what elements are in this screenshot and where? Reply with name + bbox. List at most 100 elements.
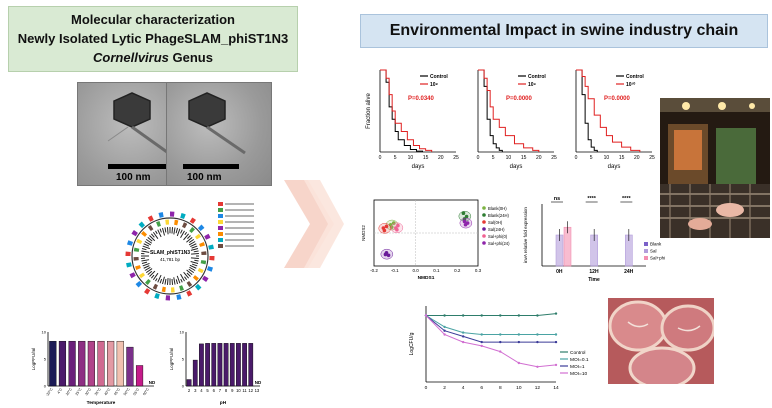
expr-xlabel: Time [588, 277, 600, 283]
survival-ylabel: Fraction alive [366, 93, 372, 129]
bar [126, 346, 134, 387]
cfu-x-tick: 2 [443, 385, 446, 391]
gc-skew-bar [180, 230, 185, 239]
left-title-line3: Cornellvirus Genus [9, 48, 297, 67]
gc-skew-bar [147, 236, 153, 242]
genome-orf [161, 286, 166, 293]
genome-orf [138, 221, 146, 229]
nmds-x-tick: 0.0 [412, 268, 419, 273]
genome-orf [176, 294, 182, 300]
cfu-point [517, 361, 521, 365]
genome-orf [156, 221, 161, 227]
p-value-label: P=0.0340 [408, 96, 435, 102]
x-tick-label: 50°C [123, 387, 131, 396]
nmds-point [464, 214, 469, 219]
genome-orf [145, 278, 151, 285]
x-tick-label: 5 [206, 388, 209, 393]
bar [58, 340, 67, 387]
genome-orf [197, 224, 205, 232]
survival-line-phage [478, 69, 540, 152]
chevron-2 [304, 180, 344, 268]
nmds-ylabel: NMDS2 [361, 225, 366, 241]
bar [199, 343, 204, 387]
cfu-x-tick: 10 [516, 385, 522, 391]
survival-x-tick: 15 [619, 155, 625, 161]
y-tick-label: 5 [44, 357, 47, 362]
p-value-label: P=0.0000 [506, 96, 533, 102]
legend-label-control: Control [528, 74, 546, 80]
bar [87, 340, 95, 387]
gc-skew-bar [150, 274, 155, 279]
expression-chart: invA relative fold expression 0H ns 12H ****… [523, 196, 665, 283]
cfu-point [480, 333, 483, 336]
bar [229, 343, 235, 387]
bar [236, 343, 241, 387]
gc-skew-bar [162, 227, 165, 236]
survival-x-tick: 5 [394, 155, 397, 161]
cfu-point [554, 312, 558, 315]
tem-image-2: 100 nm [166, 82, 272, 186]
nmds-point [463, 222, 468, 227]
nd-label: ND [255, 380, 262, 385]
genome-orf [182, 222, 188, 229]
gc-skew-bar [141, 250, 150, 253]
chevron-1 [284, 180, 334, 268]
gc-skew-bar [191, 252, 199, 255]
bar [68, 340, 76, 387]
x-tick-label: 4°C [57, 387, 64, 395]
genome-legend [218, 202, 254, 248]
cfu-line [425, 315, 557, 368]
gc-skew-bar [159, 278, 163, 284]
nmds-legend-swatch [482, 213, 486, 217]
bar [192, 359, 198, 387]
gc-skew-bar [155, 230, 158, 235]
gc-skew-bar [144, 241, 152, 246]
y-tick-label: 0 [44, 384, 47, 389]
legend-label-phage: 10⁸ [430, 82, 439, 88]
y-tick-label: 0 [182, 384, 185, 389]
nmds-point [382, 228, 387, 233]
gc-skew-bar [166, 227, 169, 235]
genome-orf [158, 212, 164, 218]
genome-orf [206, 266, 213, 272]
nmds-point [396, 223, 400, 228]
genome-orf [133, 247, 140, 252]
bar [135, 365, 144, 387]
gc-skew-bar [191, 245, 198, 249]
survival-line-phage [576, 69, 641, 152]
gc-skew-bar [152, 272, 159, 281]
x-tick-label: 9 [231, 388, 234, 393]
cfu-point [461, 335, 465, 338]
survival-x-tick: 10 [506, 155, 512, 161]
cfu-x-tick: 8 [499, 385, 502, 391]
gc-skew-bar [183, 233, 190, 241]
genome-backbone [131, 217, 209, 295]
cfu-line [425, 315, 556, 343]
gc-skew-bar [155, 278, 158, 282]
gc-skew-bar [141, 248, 147, 251]
nmds-point [395, 227, 399, 232]
expr-legend-label: Blank [650, 242, 662, 247]
nmds-point [461, 211, 466, 215]
genome-orf [147, 224, 154, 232]
gc-skew-bar [194, 259, 199, 262]
gc-skew-bar [188, 238, 195, 243]
bar [223, 343, 229, 387]
cfu-point [480, 344, 483, 348]
cfu-legend-label: MOI=0.1 [570, 357, 589, 363]
cfu-ylabel: LogCFU/g [409, 332, 415, 355]
x-tick-label: 45°C [113, 387, 121, 396]
survival-x-tick: 5 [590, 155, 593, 161]
cfu-point [554, 333, 558, 336]
x-tick-label: 7 [219, 388, 222, 393]
cfu-point [554, 363, 558, 367]
survival-x-tick: 15 [521, 155, 527, 161]
gc-skew-bar [143, 265, 150, 269]
nmds-legend-label: Sal(24H) [488, 227, 505, 232]
genome-orf [180, 213, 186, 220]
genome-orf [126, 262, 132, 268]
gc-skew-bar [173, 277, 176, 285]
bar [186, 379, 192, 387]
scale-label-2: 100 nm [187, 172, 222, 183]
